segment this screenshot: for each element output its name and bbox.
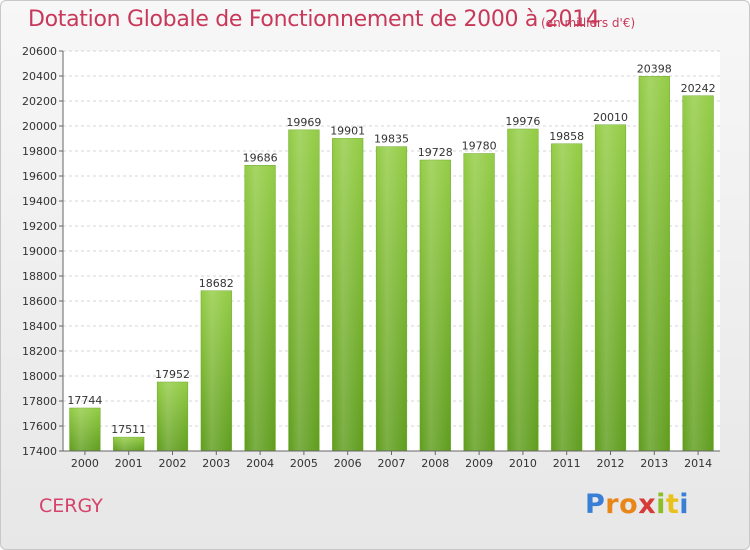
bar-value-label: 20398 [637, 62, 672, 75]
y-tick-label: 19800 [22, 145, 57, 158]
x-tick-label: 2005 [290, 457, 318, 470]
bar-highlight [157, 382, 188, 451]
bar-highlight [332, 138, 364, 451]
logo-letter: t [665, 489, 680, 520]
y-tick-label: 18000 [22, 370, 57, 383]
y-tick-label: 20000 [22, 120, 57, 133]
y-tick-label: 20600 [22, 45, 57, 58]
y-tick-label: 17800 [22, 395, 57, 408]
chart-title: Dotation Globale de Fonctionnement de 20… [28, 7, 600, 32]
bar-highlight [376, 146, 407, 451]
bar-highlight [682, 95, 714, 451]
logo-letter: o [619, 489, 639, 520]
y-tick-label: 17600 [22, 420, 57, 433]
y-tick-label: 19000 [22, 245, 57, 258]
bar-highlight [507, 129, 539, 451]
x-tick-label: 2013 [640, 457, 668, 470]
logo-letter: i [679, 489, 690, 520]
bar-value-label: 20010 [593, 111, 628, 124]
x-tick-label: 2002 [159, 457, 187, 470]
logo-letter: P [585, 489, 606, 520]
y-tick-label: 18200 [22, 345, 57, 358]
x-tick-label: 2000 [71, 457, 99, 470]
x-tick-label: 2001 [115, 457, 143, 470]
x-tick-label: 2009 [465, 457, 493, 470]
bar-value-label: 19686 [243, 151, 278, 164]
bar-highlight [551, 143, 583, 451]
y-tick-label: 20400 [22, 70, 57, 83]
x-axis: 2000 2001 2002 2003 2004 2005 2006 2007 2008 2009… [63, 450, 720, 470]
y-tick-label: 18400 [22, 320, 57, 333]
y-axis: 17400 17600 17800 18000 18200 18400 18600 18800… [22, 45, 64, 458]
y-tick-label: 18600 [22, 295, 57, 308]
y-tick-label: 17400 [22, 445, 57, 458]
x-tick-label: 2011 [553, 457, 581, 470]
bar-value-label: 17744 [67, 394, 102, 407]
bar-highlight [244, 165, 276, 451]
logo-letter: i [656, 489, 666, 520]
bar-highlight [638, 76, 670, 451]
bar-value-label: 18682 [199, 277, 234, 290]
bar-value-label: 17952 [155, 368, 190, 381]
x-tick-label: 2008 [421, 457, 449, 470]
bars: 17744 17511 17952 18682 19686 19969 19901 19835… [67, 62, 716, 452]
y-tick-label: 19600 [22, 170, 57, 183]
bar-value-label: 19780 [462, 140, 497, 153]
city-name: CERGY [39, 495, 103, 517]
bar-value-label: 19976 [505, 115, 540, 128]
bar-value-label: 19835 [374, 133, 409, 146]
x-tick-label: 2010 [509, 457, 537, 470]
x-tick-label: 2004 [246, 457, 274, 470]
x-tick-label: 2007 [378, 457, 406, 470]
bar-highlight [113, 437, 145, 451]
logo-letter: r [605, 489, 620, 520]
proxiti-logo: Proxiti [585, 489, 689, 520]
x-tick-label: 2014 [684, 457, 712, 470]
y-tick-label: 18800 [22, 270, 57, 283]
bar-highlight [419, 160, 451, 451]
bar-value-label: 19858 [549, 130, 584, 143]
x-tick-label: 2003 [202, 457, 230, 470]
bar-highlight [595, 124, 626, 451]
bar-value-label: 20242 [681, 82, 716, 95]
y-tick-label: 19400 [22, 195, 57, 208]
chart-subtitle: (en milliers d'€) [541, 16, 636, 30]
bar-value-label: 19969 [286, 116, 321, 129]
y-tick-label: 20200 [22, 95, 57, 108]
x-tick-label: 2006 [334, 457, 362, 470]
bar-value-label: 19728 [418, 146, 453, 159]
bar-highlight [288, 129, 320, 451]
bar-value-label: 19901 [330, 124, 365, 137]
logo-letter: x [638, 489, 657, 520]
bar-highlight [69, 408, 101, 451]
y-tick-label: 19200 [22, 220, 57, 233]
bar-value-label: 17511 [111, 423, 146, 436]
x-tick-label: 2012 [597, 457, 625, 470]
bar-highlight [463, 153, 495, 451]
bar-highlight [200, 290, 232, 451]
